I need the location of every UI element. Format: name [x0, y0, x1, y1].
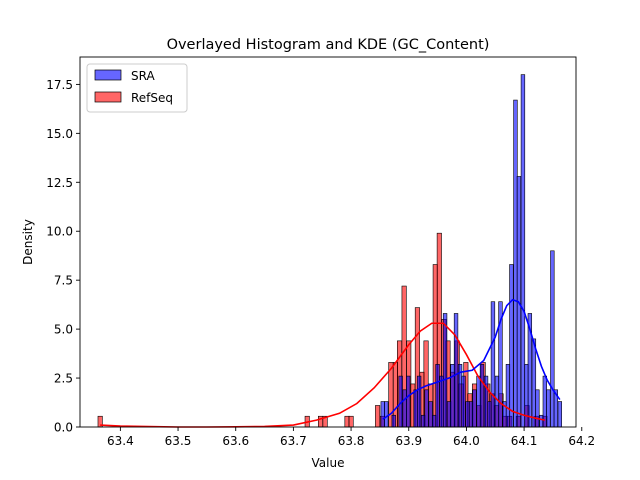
sra-bar: [413, 389, 418, 428]
x-tick-label: 63.9: [395, 434, 422, 448]
y-tick-label: 2.5: [54, 372, 73, 386]
sra-bar: [424, 389, 429, 428]
sra-bar: [531, 338, 537, 428]
axes-frame: [79, 56, 577, 428]
sra-bar: [539, 414, 544, 428]
sra-bar: [483, 375, 489, 428]
x-axis-ticks: 63.4 63.5 63.6 63.7 63.8 63.9 64.0 64.1 64.2: [107, 427, 595, 448]
sra-bar: [513, 99, 518, 428]
sra-bar: [453, 313, 459, 428]
sra-bar: [416, 375, 422, 428]
y-axis-ticks: 0.0 2.5 5.0 7.5 10.0 12.5 15.0 17.5: [46, 78, 80, 435]
sra-kde-line: [382, 298, 561, 420]
sra-bar: [442, 313, 448, 428]
refseq-bar: [348, 415, 354, 428]
sra-bar: [461, 375, 466, 428]
sra-bar: [421, 414, 426, 428]
legend-swatch-refseq: [94, 91, 122, 103]
sra-bar: [406, 375, 411, 428]
refseq-bar: [375, 405, 381, 428]
sra-bar: [428, 401, 433, 428]
x-tick-label: 63.8: [338, 434, 365, 448]
sra-bar: [391, 414, 396, 428]
y-tick-label: 0.0: [54, 421, 73, 435]
sra-bar: [450, 364, 455, 428]
sra-bar: [487, 401, 492, 428]
sra-bar: [402, 389, 407, 428]
sra-bar: [479, 364, 485, 428]
x-tick-label: 64.0: [453, 434, 480, 448]
sra-bar: [380, 401, 385, 428]
x-tick-label: 63.6: [222, 434, 249, 448]
sra-bar: [557, 401, 563, 428]
y-axis-label: Density: [21, 219, 35, 265]
sra-bar: [535, 389, 540, 428]
y-tick-label: 10.0: [46, 225, 73, 239]
y-tick-label: 7.5: [54, 274, 73, 288]
y-tick-label: 15.0: [46, 127, 73, 141]
legend-label-sra: SRA: [131, 69, 155, 83]
sra-bar: [524, 364, 529, 428]
sra-bar: [490, 301, 496, 428]
x-axis-label: Value: [312, 456, 345, 470]
sra-bar: [384, 401, 389, 428]
sra-bar: [550, 250, 555, 428]
sra-bar: [505, 364, 511, 428]
x-tick-label: 63.4: [107, 434, 134, 448]
y-tick-label: 17.5: [46, 78, 73, 92]
sra-bar: [465, 401, 470, 428]
x-tick-label: 64.2: [568, 434, 595, 448]
sra-bar: [435, 364, 440, 428]
x-tick-label: 63.7: [280, 434, 307, 448]
x-tick-label: 64.1: [511, 434, 538, 448]
sra-bar: [439, 375, 444, 428]
x-tick-label: 63.5: [165, 434, 192, 448]
legend: SRA RefSeq: [86, 63, 188, 113]
legend-swatch-sra: [94, 69, 122, 81]
chart-title: Overlayed Histogram and KDE (GC_Content): [167, 37, 490, 53]
sra-bar: [476, 375, 481, 428]
sra-bar: [446, 401, 452, 428]
sra-bar: [431, 414, 437, 428]
sra-bar: [546, 389, 551, 428]
y-tick-label: 5.0: [54, 323, 73, 337]
sra-bar: [472, 389, 477, 428]
y-tick-label: 12.5: [46, 176, 73, 190]
legend-label-refseq: RefSeq: [131, 91, 173, 105]
sra-bar: [468, 401, 474, 428]
sra-bar: [509, 264, 514, 428]
sra-bar: [520, 74, 526, 428]
